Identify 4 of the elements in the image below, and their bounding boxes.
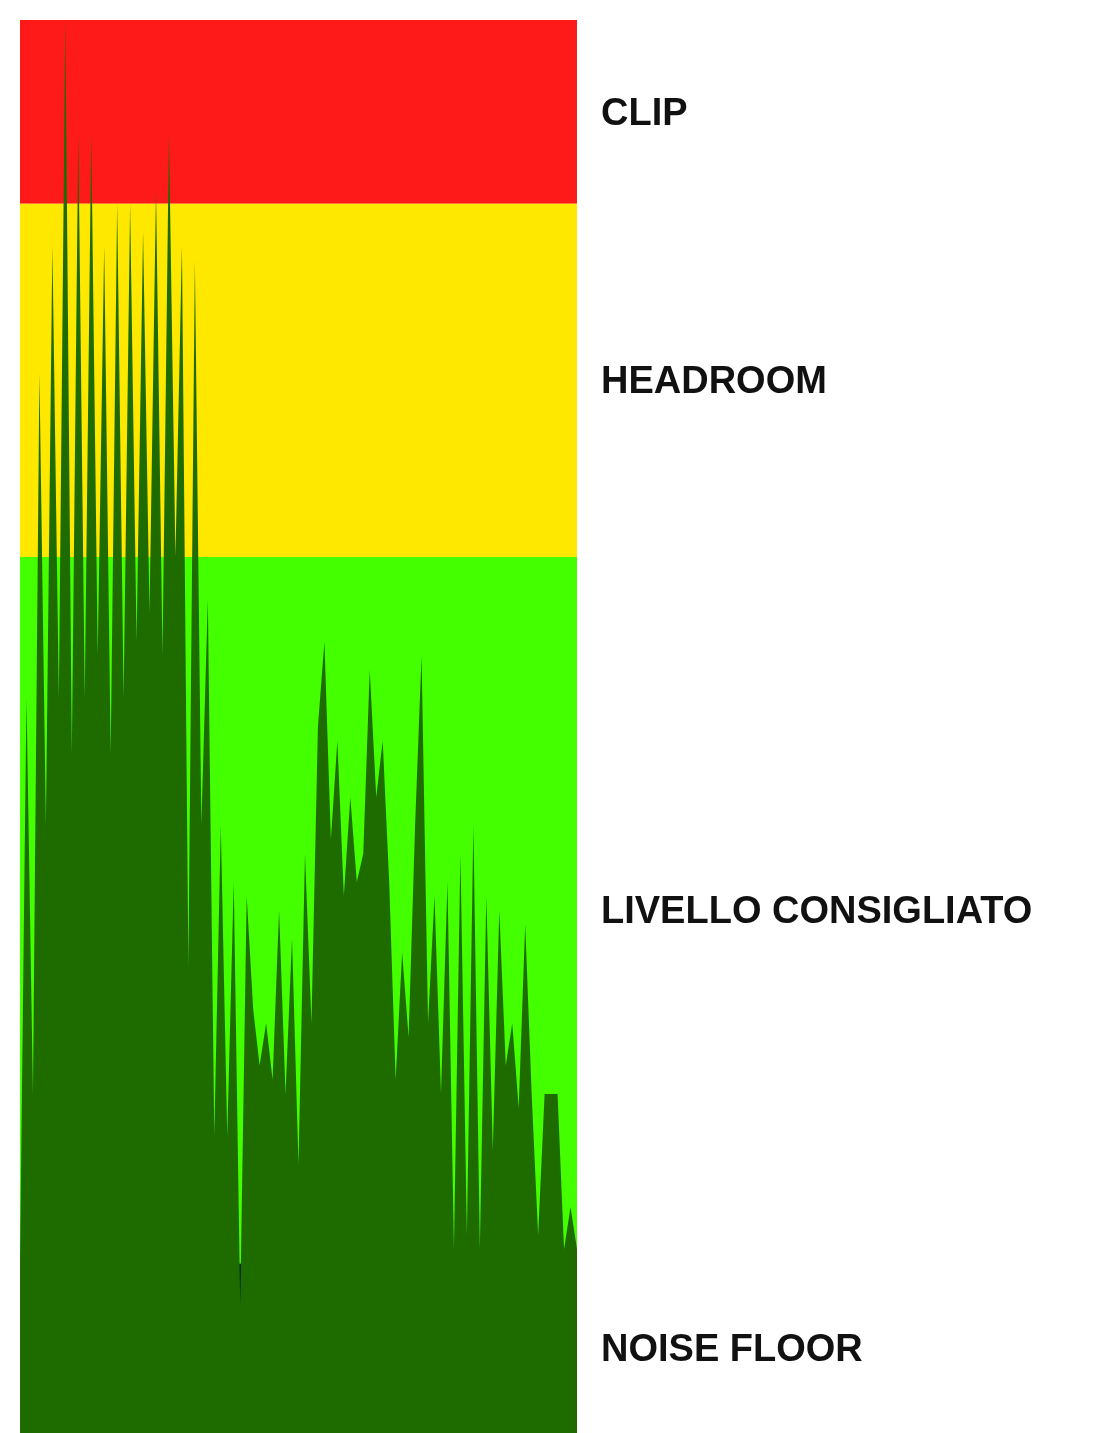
band-label: LIVELLO CONSIGLIATO bbox=[601, 889, 1033, 932]
band-label: CLIP bbox=[601, 90, 688, 133]
band-label: HEADROOM bbox=[601, 359, 827, 402]
band-label: NOISE FLOOR bbox=[601, 1327, 863, 1370]
